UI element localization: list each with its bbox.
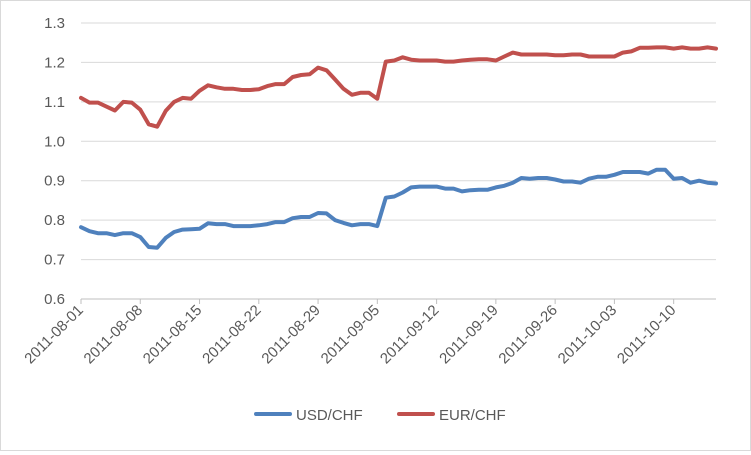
x-tick-label: 2011-09-12	[377, 302, 442, 367]
x-tick-label: 2011-08-15	[140, 302, 205, 367]
series-line-eur-chf	[79, 45, 718, 129]
legend: USD/CHF EUR/CHF	[254, 407, 506, 424]
series-lines	[79, 45, 718, 250]
y-tick-label: 0.6	[44, 291, 65, 308]
y-tick-label: 0.8	[44, 212, 65, 229]
gridlines	[81, 22, 716, 261]
y-tick-label: 0.9	[44, 173, 65, 190]
legend-label-usd-chf: USD/CHF	[296, 407, 363, 424]
x-tick-label: 2011-10-10	[614, 302, 679, 367]
x-tick-label: 2011-08-29	[258, 302, 323, 367]
y-tick-label: 1.2	[44, 54, 65, 71]
x-tick-label: 2011-08-01	[21, 302, 86, 367]
y-tick-label: 0.7	[44, 252, 65, 269]
y-tick-label: 1.3	[44, 15, 65, 32]
legend-label-eur-chf: EUR/CHF	[439, 407, 506, 424]
y-axis-tick-labels: 0.6 0.7 0.8 0.9 1.0 1.1 1.2 1.3	[44, 15, 65, 308]
y-tick-label: 1.0	[44, 133, 65, 150]
x-tick-label: 2011-09-26	[495, 302, 560, 367]
series-line-usd-chf	[79, 167, 718, 250]
x-tick-label: 2011-08-08	[81, 302, 146, 367]
x-tick-label: 2011-09-19	[436, 302, 501, 367]
x-tick-label: 2011-08-22	[199, 302, 264, 367]
x-tick-label: 2011-10-03	[555, 302, 620, 367]
x-axis: 2011-08-012011-08-082011-08-152011-08-22…	[21, 298, 716, 367]
y-tick-label: 1.1	[44, 94, 65, 111]
x-tick-label: 2011-09-05	[318, 302, 383, 367]
